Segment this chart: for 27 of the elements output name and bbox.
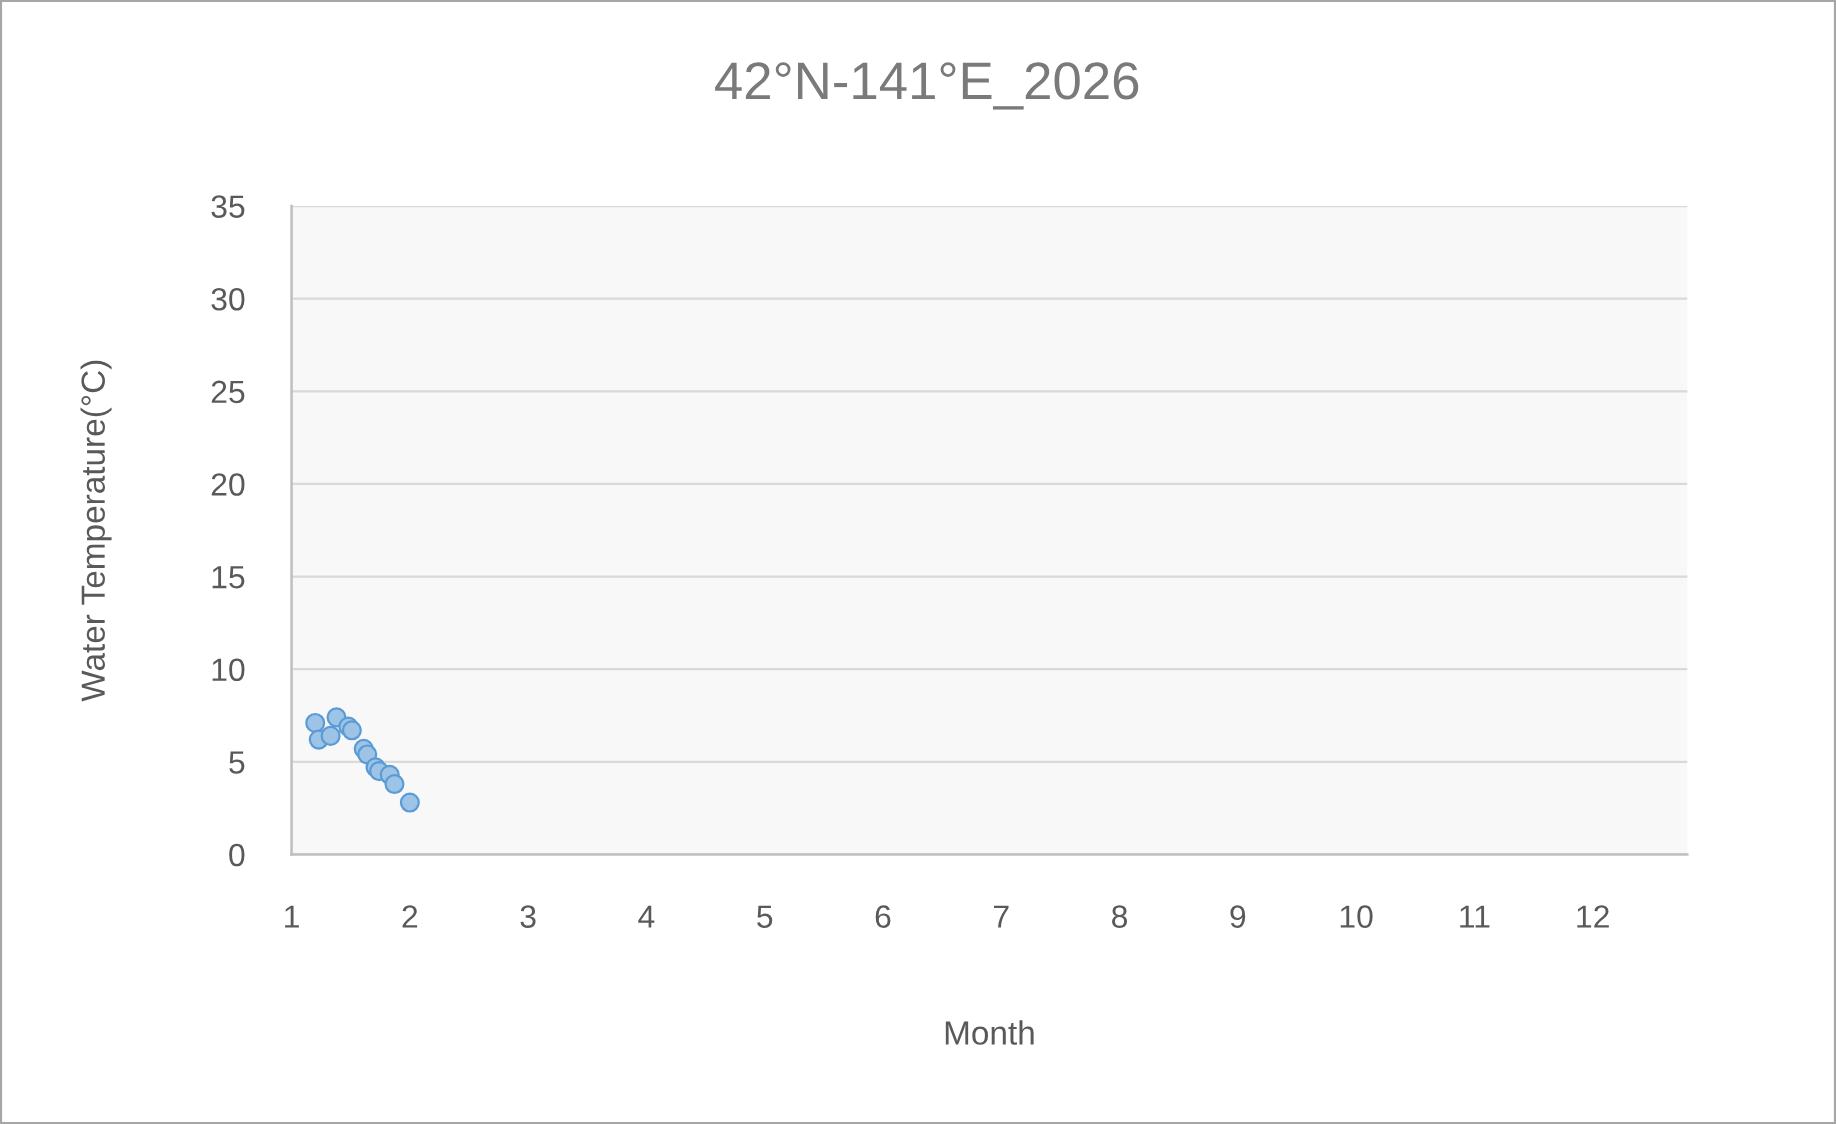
x-tick-label: 2 — [402, 905, 418, 928]
x-tick-label: 11 — [1460, 905, 1490, 928]
y-tick-label: 30 — [211, 287, 245, 311]
x-tick-label: 4 — [638, 905, 655, 928]
y-axis-title: Water Temperature(°C) — [80, 360, 112, 702]
point — [305, 712, 326, 733]
point — [320, 725, 341, 746]
x-tick-label: 8 — [1112, 905, 1128, 928]
x-axis-title: Month — [945, 1020, 1034, 1045]
x-tick-label: 7 — [994, 905, 1009, 928]
point — [384, 774, 405, 795]
x-tick-label: 3 — [520, 905, 536, 928]
point — [399, 792, 420, 813]
x-tick-label: 1 — [285, 905, 299, 928]
y-tick-label: 5 — [229, 751, 245, 774]
x-tick-label: 5 — [757, 905, 773, 928]
x-tick-label: 9 — [1230, 905, 1246, 928]
x-tick-label: 12 — [1577, 905, 1609, 928]
y-tick-label: 35 — [211, 195, 245, 218]
y-tick-label: 15 — [212, 566, 245, 589]
chart-title: 42°N-141°E_2026 — [715, 62, 1139, 110]
y-tick-label: 25 — [211, 380, 245, 404]
x-tick-label: 6 — [875, 905, 891, 928]
x-tick-label: 10 — [1340, 905, 1373, 928]
y-tick-label: 0 — [229, 843, 245, 867]
y-tick-label: 10 — [212, 658, 245, 682]
y-tick-label: 20 — [211, 473, 245, 496]
